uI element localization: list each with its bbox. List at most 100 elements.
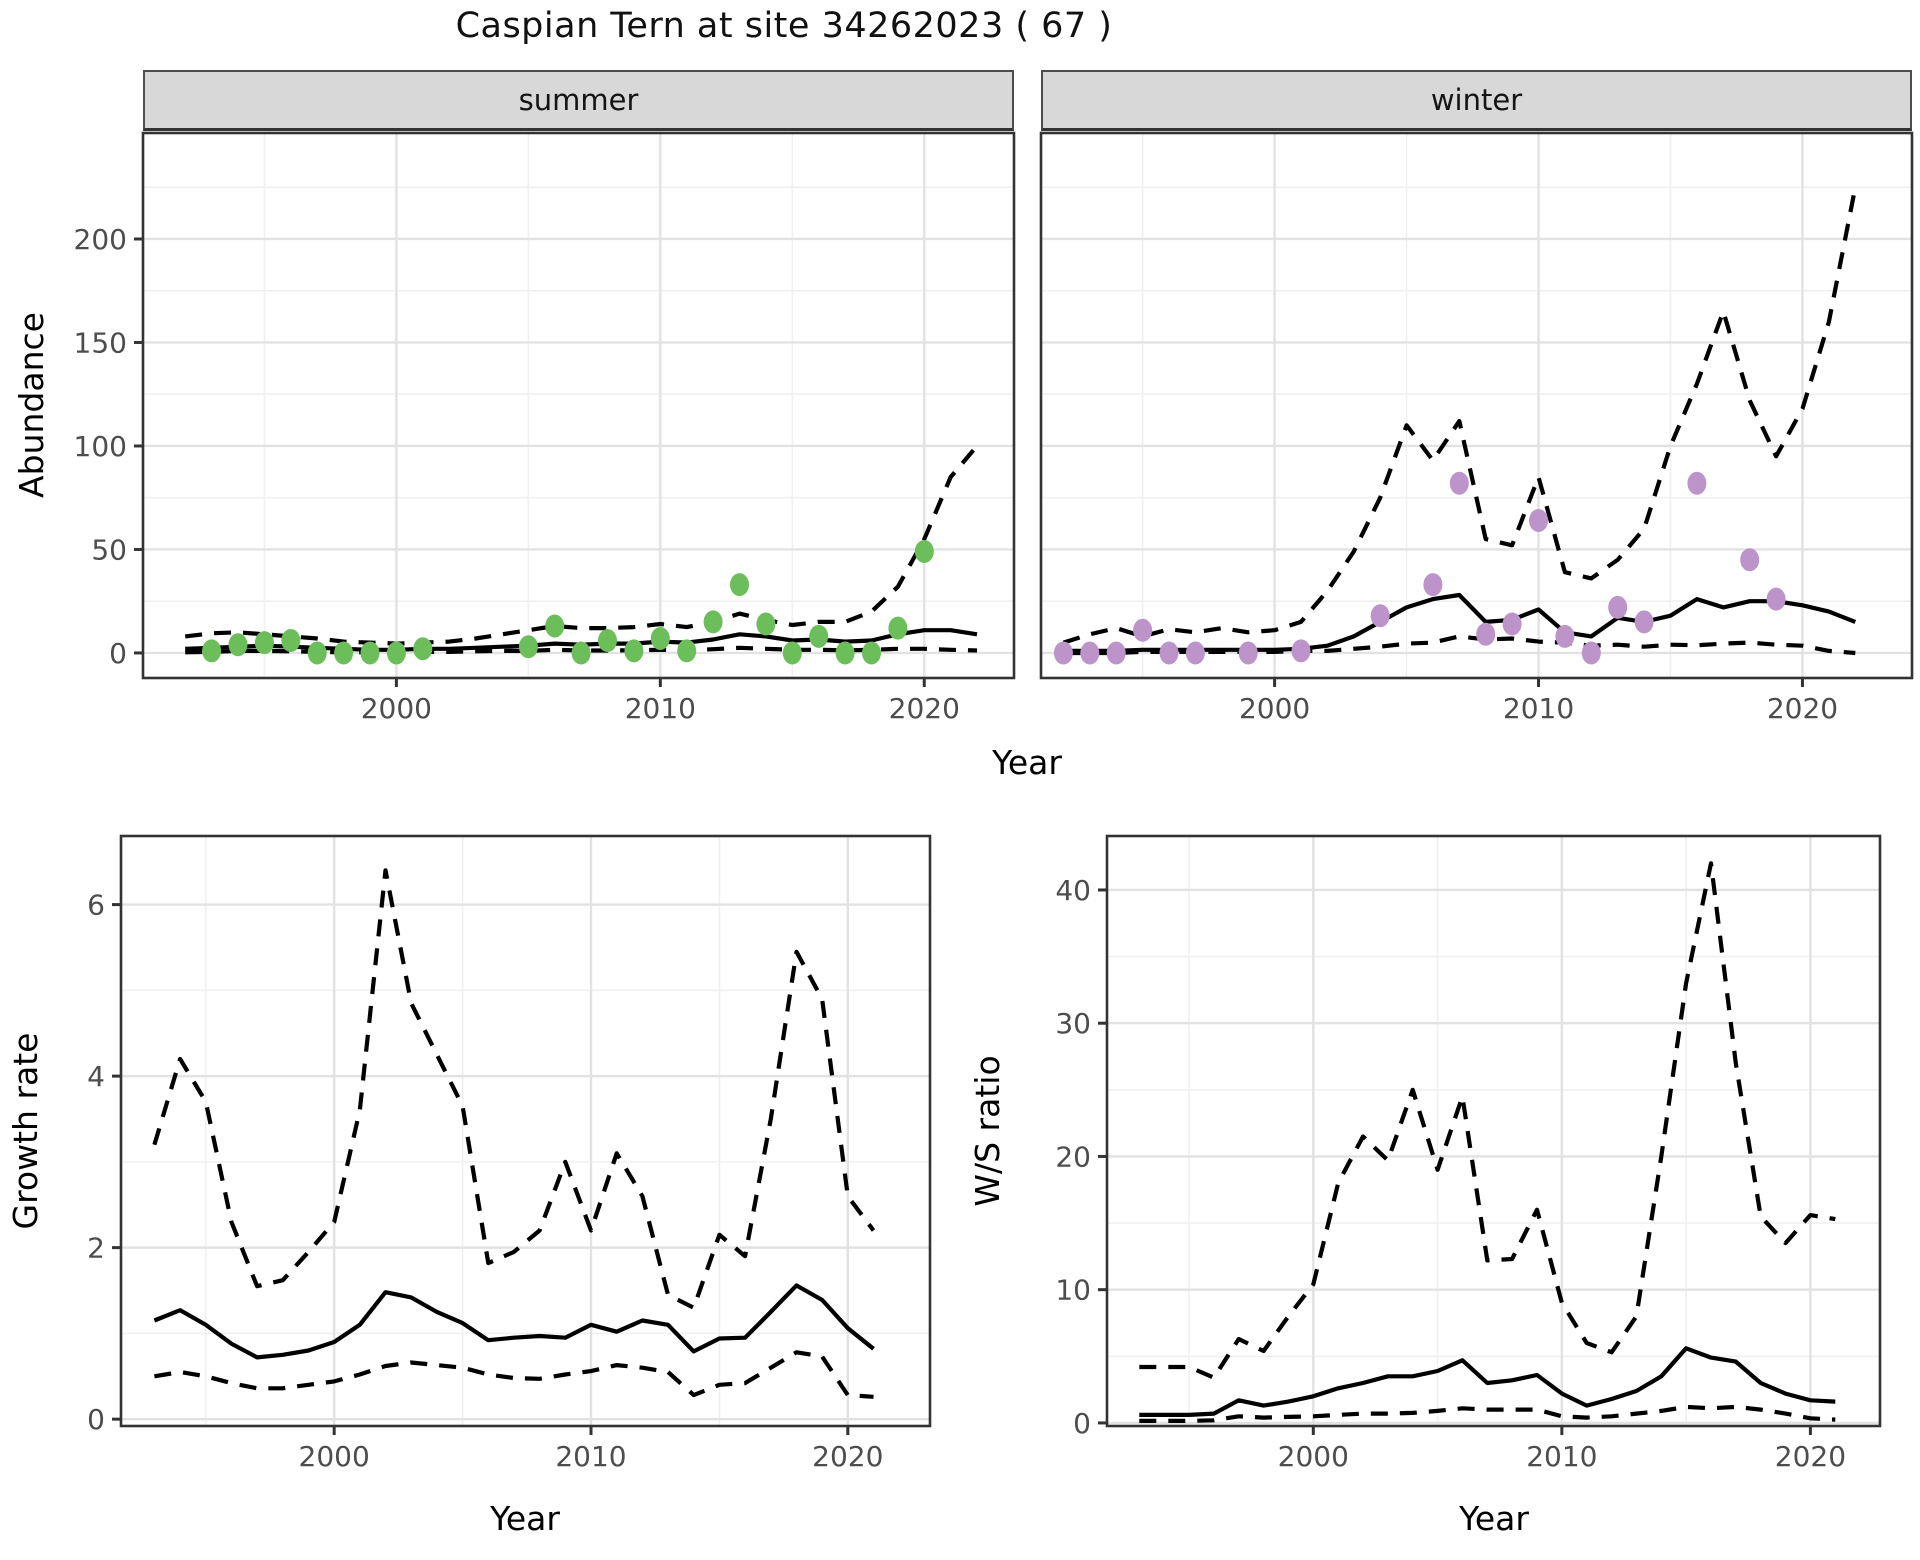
growth-y-tick-label: 4 bbox=[87, 1060, 105, 1093]
growth-y-tick-label: 2 bbox=[87, 1232, 105, 1265]
winter-point bbox=[1370, 604, 1390, 628]
facet-strip-winter: winter bbox=[1041, 70, 1912, 131]
winter-point bbox=[1159, 641, 1179, 665]
winter-point bbox=[1133, 618, 1153, 642]
growth-grid-minor bbox=[121, 836, 930, 1426]
summer-point bbox=[809, 624, 829, 648]
ws-grid-major bbox=[1107, 836, 1880, 1426]
growth-x-tick-label: 2020 bbox=[812, 1440, 883, 1473]
growth-panel-background bbox=[121, 836, 930, 1426]
winter-point bbox=[1740, 548, 1760, 572]
summer-point bbox=[334, 641, 354, 665]
winter-point bbox=[1634, 610, 1654, 634]
growth-grid-major bbox=[121, 836, 930, 1426]
summer-point bbox=[545, 614, 565, 638]
ws-panel-border bbox=[1105, 834, 1882, 1428]
winter-point bbox=[1766, 587, 1786, 611]
summer-y-tick-label: 50 bbox=[91, 533, 127, 566]
summer-point bbox=[598, 629, 617, 652]
summer-point bbox=[782, 641, 802, 665]
winter-x-tick-label: 2020 bbox=[1767, 692, 1838, 725]
winter-panel: 2000 2010 2020 bbox=[1039, 131, 1914, 725]
summer-point bbox=[650, 627, 670, 650]
summer-x-tick-label: 2000 bbox=[361, 692, 432, 725]
ws-panel-background bbox=[1107, 836, 1880, 1426]
winter-panel-background bbox=[1041, 133, 1912, 678]
ws-y-tick-label: 30 bbox=[1055, 1007, 1091, 1040]
winter-point bbox=[1608, 595, 1628, 619]
summer-y-tick-label: 0 bbox=[109, 637, 127, 670]
growth-fit-line bbox=[153, 1283, 875, 1360]
growth-series bbox=[152, 868, 876, 1399]
winter-point bbox=[1555, 624, 1575, 648]
summer-point bbox=[914, 540, 934, 563]
ws-grid-minor bbox=[1107, 836, 1880, 1426]
summer-point bbox=[518, 635, 538, 659]
winter-point bbox=[1502, 612, 1522, 636]
summer-point bbox=[756, 612, 776, 636]
summer-panel-background bbox=[143, 133, 1014, 678]
winter-panel-border bbox=[1039, 131, 1914, 680]
ws-y-tick-label: 0 bbox=[1073, 1407, 1091, 1440]
winter-observation-points bbox=[1053, 471, 1786, 665]
summer-point bbox=[281, 629, 301, 652]
ws-x-tick-label: 2010 bbox=[1526, 1440, 1597, 1473]
ws-ci-line bbox=[1139, 1404, 1836, 1424]
winter-point bbox=[1687, 471, 1707, 495]
summer-panel-border bbox=[141, 131, 1016, 680]
ws-panel: 2000 2010 2020 0 10 20 30 40 bbox=[1055, 834, 1882, 1473]
ws-y-tick-label: 10 bbox=[1055, 1274, 1091, 1307]
y-axis-title-growth-rate: Growth rate bbox=[6, 1032, 45, 1230]
ws-axes: 2000 2010 2020 0 10 20 30 40 bbox=[1055, 874, 1846, 1473]
winter-grid-major bbox=[1041, 133, 1912, 678]
facet-strip-winter-label: winter bbox=[1430, 83, 1523, 117]
summer-point bbox=[730, 573, 749, 597]
facet-strip-summer-label: summer bbox=[518, 83, 639, 117]
winter-point bbox=[1449, 471, 1469, 495]
winter-point bbox=[1291, 639, 1311, 663]
ws-ci-line bbox=[1139, 861, 1836, 1380]
summer-x-tick-label: 2010 bbox=[625, 692, 696, 725]
winter-point bbox=[1238, 641, 1258, 665]
winter-x-tick-label: 2000 bbox=[1239, 692, 1310, 725]
x-axis-title-year-growth: Year bbox=[490, 1499, 560, 1538]
summer-ci-line bbox=[184, 444, 979, 646]
summer-point bbox=[571, 641, 591, 665]
summer-observation-points bbox=[202, 540, 934, 665]
summer-point bbox=[386, 641, 406, 665]
summer-grid-minor bbox=[143, 133, 1014, 678]
growth-axes: 2000 2010 2020 0 2 4 6 bbox=[87, 889, 883, 1473]
winter-x-tick-label: 2010 bbox=[1503, 692, 1574, 725]
ws-x-tick-label: 2000 bbox=[1278, 1440, 1349, 1473]
winter-point bbox=[1185, 641, 1205, 665]
ws-x-tick-label: 2020 bbox=[1775, 1440, 1846, 1473]
y-axis-title-ws-ratio: W/S ratio bbox=[968, 1055, 1007, 1207]
summer-point bbox=[254, 631, 274, 655]
page-title: Caspian Tern at site 34262023 ( 67 ) bbox=[455, 6, 1113, 46]
ws-fit-line bbox=[1139, 1346, 1836, 1418]
growth-ci-line bbox=[154, 1350, 874, 1399]
summer-axes: 2000 2010 2020 0 50 100 150 200 bbox=[74, 223, 960, 725]
summer-point bbox=[202, 639, 222, 663]
summer-y-tick-label: 150 bbox=[74, 326, 127, 359]
summer-point bbox=[624, 639, 644, 663]
growth-panel: 2000 2010 2020 0 2 4 6 bbox=[87, 834, 932, 1473]
ws-y-tick-label: 40 bbox=[1055, 874, 1091, 907]
summer-y-tick-label: 100 bbox=[74, 430, 127, 463]
summer-panel: 2000 2010 2020 0 50 100 150 200 bbox=[74, 131, 1016, 725]
summer-point bbox=[862, 641, 881, 665]
growth-ci-line bbox=[152, 868, 876, 1310]
y-axis-title-abundance: Abundance bbox=[12, 312, 51, 498]
facet-strip-summer: summer bbox=[143, 70, 1014, 131]
winter-point bbox=[1476, 622, 1496, 646]
growth-panel-border bbox=[119, 834, 932, 1428]
summer-x-tick-label: 2020 bbox=[889, 692, 960, 725]
summer-y-tick-label: 200 bbox=[74, 223, 127, 256]
summer-point bbox=[835, 641, 855, 665]
growth-x-tick-label: 2000 bbox=[299, 1440, 370, 1473]
x-axis-title-year-ws: Year bbox=[1459, 1499, 1529, 1538]
winter-point bbox=[1080, 641, 1100, 665]
summer-point bbox=[677, 639, 697, 663]
